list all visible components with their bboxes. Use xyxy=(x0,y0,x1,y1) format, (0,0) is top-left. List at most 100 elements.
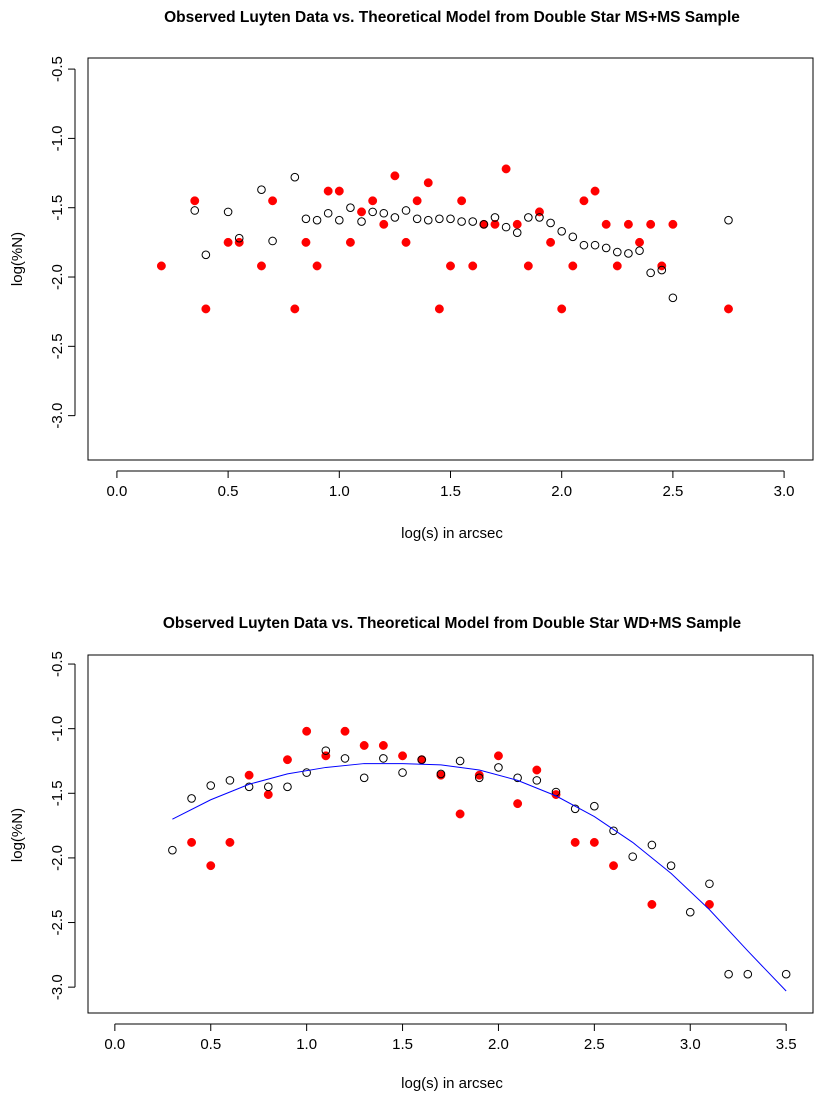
model-point xyxy=(446,214,455,224)
model-point xyxy=(301,214,311,224)
model-point xyxy=(225,776,235,785)
y-axis-label: log(%N) xyxy=(9,808,26,862)
model-point xyxy=(457,217,466,226)
chart-title: Observed Luyten Data vs. Theoretical Mod… xyxy=(164,9,740,26)
model-point xyxy=(557,226,566,236)
observed-point xyxy=(398,751,408,761)
model-point xyxy=(468,217,478,226)
model-point xyxy=(635,246,644,255)
model-point xyxy=(187,794,196,803)
observed-point xyxy=(668,219,678,229)
data-points xyxy=(168,726,791,992)
model-point xyxy=(168,845,177,855)
model-point xyxy=(321,746,331,755)
model-point xyxy=(436,769,446,779)
observed-point xyxy=(493,751,503,761)
model-point xyxy=(724,215,733,225)
model-point xyxy=(601,243,611,253)
model-point xyxy=(346,203,355,213)
model-point xyxy=(479,220,489,229)
model-point xyxy=(646,268,655,278)
model-point xyxy=(612,247,622,257)
plot-frame xyxy=(87,57,814,461)
model-point xyxy=(223,207,233,217)
observed-point xyxy=(401,237,411,247)
observed-point xyxy=(532,765,542,775)
observed-point xyxy=(379,219,389,229)
x-tick-label: 0.0 xyxy=(106,483,127,500)
model-point xyxy=(579,240,589,250)
model-point xyxy=(532,776,542,785)
observed-point xyxy=(225,837,235,847)
y-axis-label: log(%N) xyxy=(9,232,26,286)
model-point xyxy=(340,754,350,763)
observed-point xyxy=(546,237,556,247)
x-tick-label: 3.5 xyxy=(776,1036,797,1053)
observed-point xyxy=(570,837,580,847)
model-point xyxy=(624,249,633,258)
model-point xyxy=(474,773,484,783)
x-axis: 0.0 0.5 1.0 1.5 2.0 2.5 3.0 xyxy=(106,470,795,500)
observed-point xyxy=(468,261,478,271)
model-point xyxy=(435,214,444,224)
observed-point xyxy=(568,261,578,271)
y-tick-label: -1.5 xyxy=(49,780,66,806)
y-tick-label: -1.0 xyxy=(49,716,66,742)
observed-point xyxy=(345,237,355,247)
observed-point xyxy=(434,304,444,314)
observed-point xyxy=(523,261,533,271)
observed-point xyxy=(446,261,455,271)
observed-point xyxy=(412,196,422,206)
observed-point xyxy=(557,304,567,314)
model-point xyxy=(781,969,791,979)
observed-point xyxy=(378,741,388,750)
x-tick-label: 1.5 xyxy=(440,483,461,500)
y-tick-label: -0.5 xyxy=(49,56,66,82)
observed-point xyxy=(589,837,599,847)
model-point xyxy=(724,969,733,979)
observed-point xyxy=(223,237,233,247)
observed-point xyxy=(334,186,344,196)
model-point xyxy=(206,781,216,790)
observed-point xyxy=(201,304,211,314)
model-point xyxy=(666,861,676,870)
model-point xyxy=(546,218,555,228)
observed-point xyxy=(513,799,523,809)
model-point xyxy=(268,236,277,246)
x-axis-label: log(s) in arcsec xyxy=(401,1075,503,1092)
observed-point xyxy=(457,196,467,206)
observed-point xyxy=(340,726,350,736)
model-point xyxy=(524,213,533,222)
observed-point xyxy=(302,726,312,736)
model-point xyxy=(401,206,411,215)
fit-curve xyxy=(172,763,787,992)
x-axis: 0.0 0.5 1.0 1.5 2.0 2.5 3.0 3.5 xyxy=(104,1023,797,1053)
observed-point xyxy=(490,219,500,229)
observed-point xyxy=(455,809,465,819)
y-tick-label: -1.5 xyxy=(49,195,66,221)
observed-point xyxy=(206,861,216,871)
x-tick-label: 2.5 xyxy=(584,1036,605,1053)
x-tick-label: 2.5 xyxy=(662,483,683,500)
model-point xyxy=(257,185,266,194)
y-tick-label: -1.0 xyxy=(49,125,66,151)
y-tick-label: -2.0 xyxy=(49,845,66,871)
model-point xyxy=(357,217,366,226)
x-tick-label: 3.0 xyxy=(680,1036,701,1053)
model-point xyxy=(685,907,695,917)
model-point xyxy=(647,840,657,850)
model-point xyxy=(657,265,667,275)
y-tick-label: -2.5 xyxy=(49,910,66,936)
observed-point xyxy=(601,219,611,229)
data-points xyxy=(156,164,733,314)
y-tick-label: -0.5 xyxy=(49,651,66,677)
observed-point xyxy=(612,261,622,271)
chart-wd-ms: Observed Luyten Data vs. Theoretical Mod… xyxy=(9,615,814,1092)
model-point xyxy=(283,782,292,792)
model-point xyxy=(201,250,211,260)
observed-point xyxy=(724,304,733,314)
observed-point xyxy=(390,171,400,181)
x-tick-label: 2.0 xyxy=(488,1036,509,1053)
model-point xyxy=(368,207,377,217)
model-point xyxy=(455,756,465,766)
